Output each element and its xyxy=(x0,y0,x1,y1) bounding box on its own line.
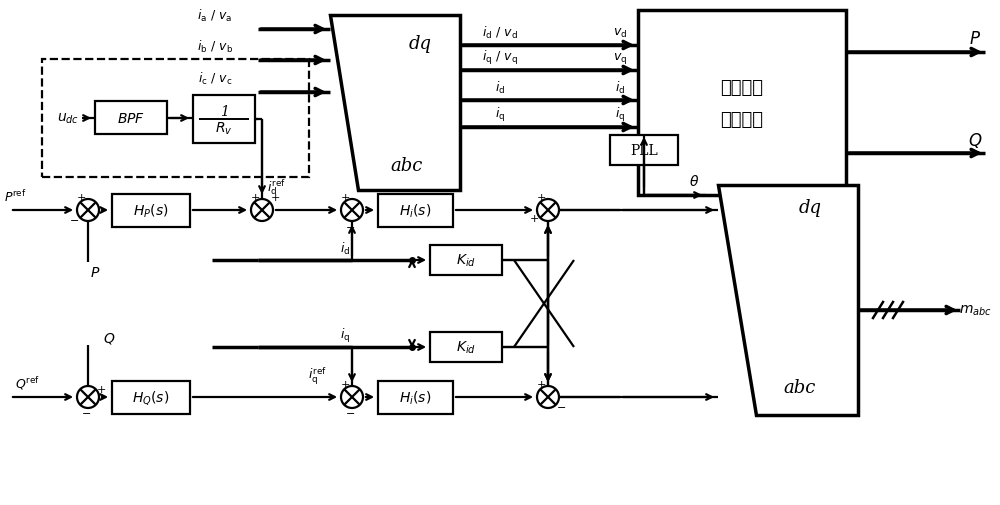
Text: $i_{\rm a}\ /\ v_{\rm a}$: $i_{\rm a}\ /\ v_{\rm a}$ xyxy=(197,8,233,24)
Text: $-$: $-$ xyxy=(81,406,91,416)
Text: 瞬时功率: 瞬时功率 xyxy=(720,78,764,96)
Text: $Q^{\rm ref}$: $Q^{\rm ref}$ xyxy=(15,375,40,392)
Polygon shape xyxy=(330,16,460,190)
Bar xyxy=(430,332,502,362)
Text: dq: dq xyxy=(409,35,432,53)
Bar xyxy=(95,102,167,135)
Text: $R_v$: $R_v$ xyxy=(215,121,233,137)
Bar xyxy=(42,60,309,178)
Text: $i_{\rm b}\ /\ v_{\rm b}$: $i_{\rm b}\ /\ v_{\rm b}$ xyxy=(197,39,233,55)
Text: $i_{\rm q}^{\rm ref}$: $i_{\rm q}^{\rm ref}$ xyxy=(308,365,326,386)
Bar xyxy=(378,381,453,414)
Text: $v_{\rm q}$: $v_{\rm q}$ xyxy=(613,50,627,65)
Circle shape xyxy=(77,386,99,408)
Text: $H_i(s)$: $H_i(s)$ xyxy=(399,203,432,220)
Text: $Q$: $Q$ xyxy=(103,330,115,345)
Text: $H_Q(s)$: $H_Q(s)$ xyxy=(132,389,170,407)
Text: +: + xyxy=(270,192,280,203)
Text: 计算模块: 计算模块 xyxy=(720,110,764,128)
Circle shape xyxy=(341,386,363,408)
Text: $v_{\rm d}$: $v_{\rm d}$ xyxy=(613,26,627,39)
Text: $\theta$: $\theta$ xyxy=(689,173,699,188)
Bar xyxy=(193,96,255,144)
Text: $i_{\rm q}$: $i_{\rm q}$ xyxy=(615,106,625,124)
Text: $i_{\rm q}$: $i_{\rm q}$ xyxy=(495,106,505,124)
Bar xyxy=(638,11,846,195)
Polygon shape xyxy=(718,186,858,415)
Text: +: + xyxy=(96,384,106,394)
Circle shape xyxy=(251,199,273,222)
Text: abc: abc xyxy=(391,157,423,175)
Circle shape xyxy=(77,199,99,222)
Text: +: + xyxy=(536,192,546,203)
Text: $u_{dc}$: $u_{dc}$ xyxy=(57,112,79,126)
Text: dq: dq xyxy=(798,198,821,217)
Text: $i_{\rm d}$: $i_{\rm d}$ xyxy=(615,80,625,96)
Text: +: + xyxy=(536,379,546,389)
Circle shape xyxy=(537,386,559,408)
Text: $P$: $P$ xyxy=(969,30,981,47)
Text: $K_{id}$: $K_{id}$ xyxy=(456,252,476,269)
Text: +: + xyxy=(529,214,539,224)
Bar xyxy=(112,381,190,414)
Text: $m_{abc}$: $m_{abc}$ xyxy=(959,303,991,318)
Text: +: + xyxy=(340,379,350,389)
Text: $Q$: $Q$ xyxy=(968,130,982,149)
Text: +: + xyxy=(340,192,350,203)
Text: PLL: PLL xyxy=(630,144,658,158)
Text: $BPF$: $BPF$ xyxy=(117,111,145,125)
Text: +: + xyxy=(250,192,260,203)
Text: $-$: $-$ xyxy=(69,214,79,224)
Bar xyxy=(430,245,502,275)
Text: $H_P(s)$: $H_P(s)$ xyxy=(133,203,169,220)
Text: $i_{\rm d}$: $i_{\rm d}$ xyxy=(495,80,505,96)
Text: $-$: $-$ xyxy=(556,400,566,410)
Text: $P$: $P$ xyxy=(90,266,100,279)
Text: abc: abc xyxy=(784,378,816,396)
Text: $H_i(s)$: $H_i(s)$ xyxy=(399,389,432,407)
Text: $K_{id}$: $K_{id}$ xyxy=(456,339,476,356)
Bar xyxy=(378,194,453,228)
Text: $i_{\rm q}\ /\ v_{\rm q}$: $i_{\rm q}\ /\ v_{\rm q}$ xyxy=(482,49,518,67)
Text: $i_{\rm d}\ /\ v_{\rm d}$: $i_{\rm d}\ /\ v_{\rm d}$ xyxy=(482,25,518,41)
Text: $i_{\rm c}\ /\ v_{\rm c}$: $i_{\rm c}\ /\ v_{\rm c}$ xyxy=(198,71,232,87)
Bar xyxy=(610,136,678,166)
Bar xyxy=(112,194,190,228)
Text: $i_{\rm d}^{\rm ref}$: $i_{\rm d}^{\rm ref}$ xyxy=(267,177,286,196)
Text: +: + xyxy=(76,192,86,203)
Text: 1: 1 xyxy=(220,105,228,119)
Text: $-$: $-$ xyxy=(345,221,355,231)
Text: $i_{\rm d}$: $i_{\rm d}$ xyxy=(340,240,350,257)
Circle shape xyxy=(341,199,363,222)
Circle shape xyxy=(537,199,559,222)
Text: $P^{\rm ref}$: $P^{\rm ref}$ xyxy=(4,189,26,205)
Text: $i_{\rm q}$: $i_{\rm q}$ xyxy=(340,326,350,344)
Text: $-$: $-$ xyxy=(345,406,355,416)
